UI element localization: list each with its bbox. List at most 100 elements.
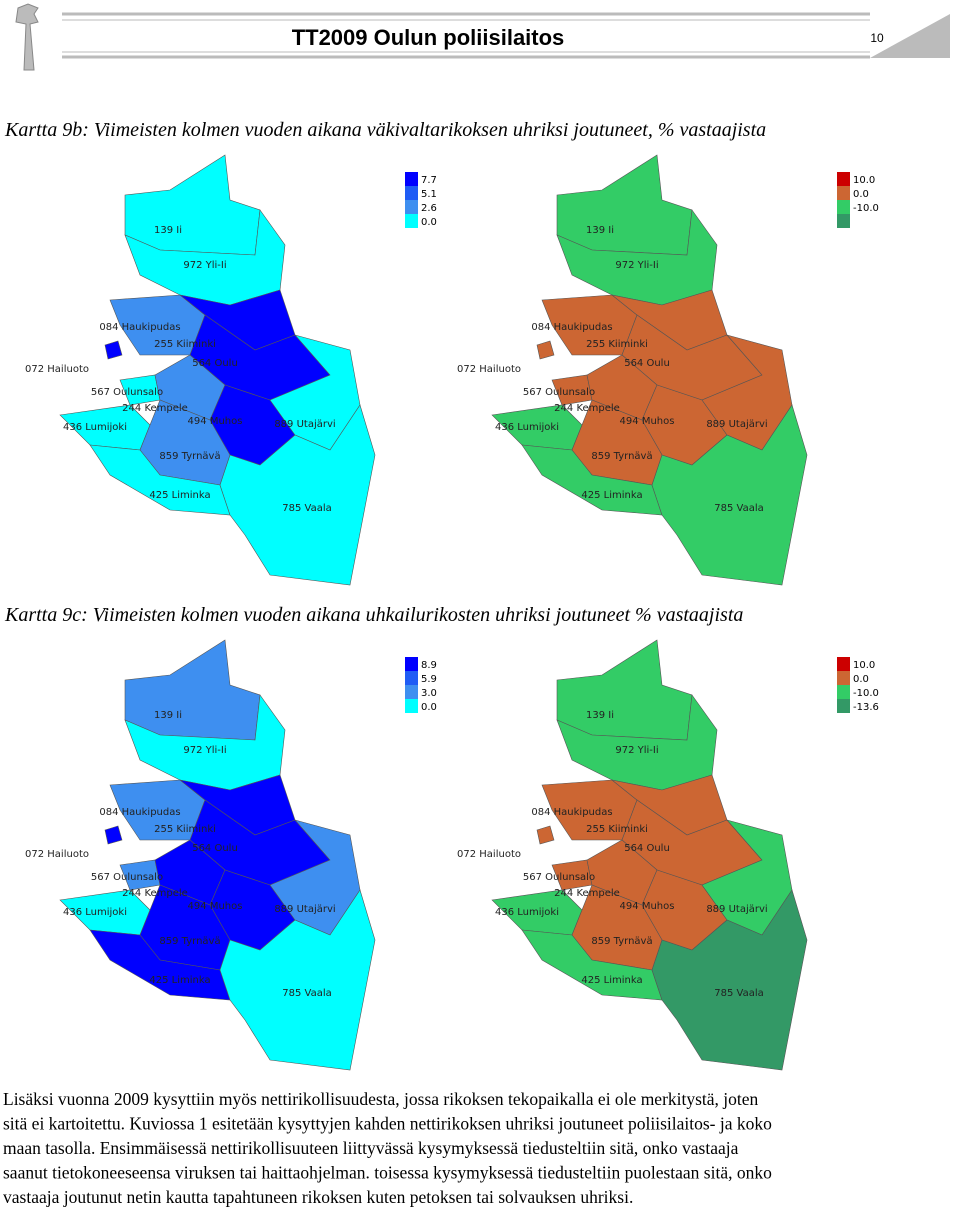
region-label: 084 Haukipudas: [99, 807, 180, 818]
region-label: 084 Haukipudas: [99, 322, 180, 333]
caption: Kartta 9b: Viimeisten kolmen vuoden aika…: [4, 119, 766, 141]
legend-label: 7.7: [421, 175, 437, 186]
legend-label: -10.0: [853, 203, 879, 214]
legend-swatch: [837, 186, 850, 200]
region-label: 567 Oulunsalo: [91, 387, 163, 398]
region-label: 072 Hailuoto: [457, 849, 521, 860]
region-label: 255 Kiiminki: [586, 339, 648, 350]
region-label: 436 Lumijoki: [495, 422, 559, 433]
legend-swatch: [837, 685, 850, 699]
legend-swatch: [837, 671, 850, 685]
region-label: 785 Vaala: [714, 503, 764, 514]
legend-label: 10.0: [853, 660, 875, 671]
legend-swatch: [405, 214, 418, 228]
region: [104, 340, 123, 360]
region-label: 072 Hailuoto: [25, 364, 89, 375]
region-label: 889 Utajärvi: [274, 419, 335, 430]
region-label: 564 Oulu: [192, 843, 238, 854]
region-label: 889 Utajärvi: [274, 904, 335, 915]
region-label: 972 Yli-Ii: [615, 745, 658, 756]
header-title: TT2009 Oulun poliisilaitos: [292, 25, 565, 50]
legend-label: 5.9: [421, 674, 437, 685]
region-label: 244 Kempele: [554, 888, 620, 899]
region-label: 567 Oulunsalo: [91, 872, 163, 883]
region-label: 564 Oulu: [624, 358, 670, 369]
map: 139 Ii 972 Yli-Ii 084 Haukipudas 255 Kiimin…: [457, 639, 879, 1071]
region-label: 244 Kempele: [554, 403, 620, 414]
region-label: 139 Ii: [586, 710, 614, 721]
region-label: 084 Haukipudas: [531, 807, 612, 818]
region-label: 785 Vaala: [282, 503, 332, 514]
region-label: 564 Oulu: [624, 843, 670, 854]
region-label: 785 Vaala: [282, 988, 332, 999]
legend-label: 2.6: [421, 203, 437, 214]
region: [104, 825, 123, 845]
legend-label: 3.0: [421, 688, 437, 699]
region: [536, 340, 555, 360]
region: [124, 694, 286, 791]
region-label: 244 Kempele: [122, 888, 188, 899]
region: [651, 404, 808, 586]
region-label: 425 Liminka: [149, 490, 210, 501]
region-label: 255 Kiiminki: [586, 824, 648, 835]
region-label: 072 Hailuoto: [457, 364, 521, 375]
region-label: 859 Tyrnävä: [159, 936, 220, 947]
header-rules: [62, 12, 870, 59]
region-label: 255 Kiiminki: [154, 339, 216, 350]
legend-label: 5.1: [421, 189, 437, 200]
logo: [15, 3, 39, 71]
region-label: 436 Lumijoki: [63, 422, 127, 433]
region-label: 567 Oulunsalo: [523, 872, 595, 883]
paragraph-line: Lisäksi vuonna 2009 kysyttiin myös netti…: [3, 1089, 759, 1109]
region-label: 785 Vaala: [714, 988, 764, 999]
legend-swatch: [405, 186, 418, 200]
legend-swatch: [837, 200, 850, 214]
region: [219, 889, 376, 1071]
region-label: 425 Liminka: [581, 490, 642, 501]
region-label: 494 Muhos: [620, 416, 675, 427]
region-label: 494 Muhos: [188, 416, 243, 427]
region: [124, 639, 261, 741]
region-label: 244 Kempele: [122, 403, 188, 414]
paragraph-line: sitä ei kartoitettu. Kuviossa 1 esitetää…: [3, 1114, 772, 1134]
region-label: 072 Hailuoto: [25, 849, 89, 860]
region: [556, 639, 693, 741]
region-label: 436 Lumijoki: [63, 907, 127, 918]
region-label: 139 Ii: [154, 710, 182, 721]
legend-swatch: [837, 214, 850, 228]
legend-swatch: [405, 657, 418, 671]
legend-label: 8.9: [421, 660, 437, 671]
legend-label: 10.0: [853, 175, 875, 186]
map: 139 Ii 972 Yli-Ii 084 Haukipudas 255 Kiimin…: [25, 154, 437, 586]
region-label: 084 Haukipudas: [531, 322, 612, 333]
region-label: 425 Liminka: [581, 975, 642, 986]
region: [556, 209, 718, 306]
region-label: 567 Oulunsalo: [523, 387, 595, 398]
legend-label: -13.6: [853, 702, 879, 713]
region-label: 972 Yli-Ii: [615, 260, 658, 271]
region-label: 436 Lumijoki: [495, 907, 559, 918]
region: [556, 694, 718, 791]
legend-swatch: [837, 699, 850, 713]
corner-decoration: [870, 14, 950, 58]
region: [536, 825, 555, 845]
region-label: 494 Muhos: [188, 901, 243, 912]
region-label: 972 Yli-Ii: [183, 260, 226, 271]
region-label: 425 Liminka: [149, 975, 210, 986]
region: [651, 889, 808, 1071]
region-label: 889 Utajärvi: [706, 419, 767, 430]
paragraph-line: saanut tietokoneeseensa viruksen tai hai…: [3, 1163, 772, 1183]
region-label: 494 Muhos: [620, 901, 675, 912]
region-label: 139 Ii: [154, 225, 182, 236]
region: [556, 154, 693, 256]
map: 139 Ii 972 Yli-Ii 084 Haukipudas 255 Kiimin…: [25, 639, 437, 1071]
legend-swatch: [837, 172, 850, 186]
paragraph-line: maan tasolla. Ensimmäisessä nettirikolli…: [3, 1138, 739, 1158]
legend-label: 0.0: [421, 702, 437, 713]
legend-swatch: [837, 657, 850, 671]
map: 139 Ii 972 Yli-Ii 084 Haukipudas 255 Kiimin…: [457, 154, 879, 586]
region-label: 139 Ii: [586, 225, 614, 236]
region-label: 859 Tyrnävä: [159, 451, 220, 462]
legend-swatch: [405, 699, 418, 713]
